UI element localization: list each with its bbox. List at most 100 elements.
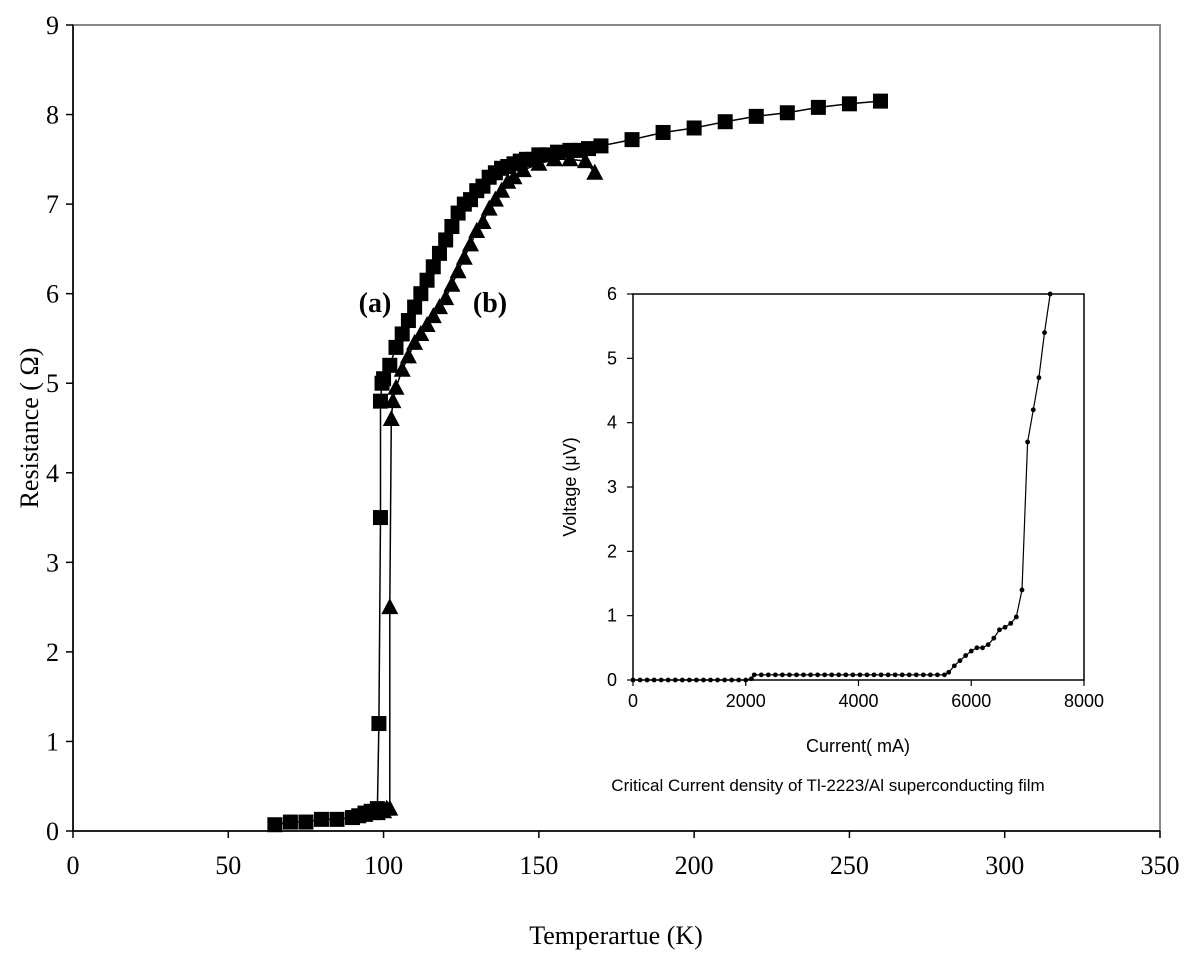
main-series-1-square-marker <box>382 357 398 373</box>
inset-data-point <box>957 658 963 664</box>
main-series-1-square-marker <box>394 326 410 342</box>
inset-data-point <box>892 672 898 678</box>
inset-data-point <box>1030 407 1036 413</box>
inset-x-tick-label: 4000 <box>838 691 878 711</box>
main-series-2-triangle-marker <box>474 213 492 229</box>
inset-data-point <box>751 672 757 678</box>
main-series <box>267 93 888 833</box>
main-x-tick-label: 0 <box>67 851 80 880</box>
main-series-1-square-marker <box>810 99 826 115</box>
inset-data-point <box>736 677 742 683</box>
inset-data-point <box>644 677 650 683</box>
inset-data-point <box>974 645 980 651</box>
main-y-tick-label: 8 <box>46 101 59 130</box>
inset-data-point <box>679 677 685 683</box>
inset-data-point <box>899 672 905 678</box>
inset-data-point <box>815 672 821 678</box>
inset-data-point <box>1019 587 1025 593</box>
inset-data-point <box>997 627 1002 633</box>
main-series-2-triangle-marker <box>384 392 402 409</box>
main-series-1-square-marker <box>313 811 329 827</box>
inset-x-tick-label: 8000 <box>1064 691 1104 711</box>
main-series-1-square-marker <box>444 219 460 234</box>
main-series-2-triangle-marker <box>545 150 563 167</box>
inset-caption: Critical Current density of Tl-2223/Al s… <box>611 776 1044 795</box>
main-series-1-square-marker <box>371 716 387 732</box>
main-series-1-square-marker <box>872 93 888 109</box>
inset-data-point <box>864 672 870 678</box>
inset-data-point <box>729 677 735 683</box>
inset-data-point <box>1008 620 1014 626</box>
inset-data-point <box>722 677 728 683</box>
inset-data-point <box>985 642 991 648</box>
main-series-1-square-marker <box>779 105 795 121</box>
inset-series <box>630 291 1053 683</box>
main-series-2-triangle-marker <box>449 262 467 279</box>
main-series-2-triangle-marker <box>530 154 548 171</box>
inset-data-point <box>701 677 706 683</box>
main-series-2-triangle-marker <box>493 181 511 198</box>
annotation-a: (a) <box>359 288 392 319</box>
inset-data-point <box>963 653 969 658</box>
inset-data-point <box>630 677 636 683</box>
inset-data-point <box>787 672 792 678</box>
inset-y-tick-label: 5 <box>607 348 617 368</box>
inset-data-point <box>694 677 699 683</box>
main-y-tick-label: 9 <box>46 11 59 40</box>
main-y-tick-label: 0 <box>46 817 59 846</box>
inset-data-point <box>1042 330 1047 335</box>
inset-data-point <box>715 677 720 683</box>
inset-data-point <box>906 672 912 678</box>
inset-data-point <box>913 672 919 678</box>
inset-data-point <box>665 677 671 683</box>
main-series-2-triangle-marker <box>514 161 532 178</box>
main-x-tick-label: 150 <box>519 851 558 880</box>
main-x-tick-label: 200 <box>675 851 714 880</box>
main-series-2-triangle-marker <box>382 410 400 426</box>
inset-data-point <box>850 672 856 678</box>
main-x-tick-label: 300 <box>985 851 1024 880</box>
inset-y-tick-label: 1 <box>607 606 617 626</box>
inset-y-tick-label: 0 <box>607 670 617 690</box>
main-series-2-triangle-marker <box>393 360 411 377</box>
inset-data-point <box>822 672 828 678</box>
inset-data-point <box>779 672 785 678</box>
main-series-2-triangle-marker <box>480 199 498 216</box>
inset-data-point <box>651 677 657 683</box>
main-y-tick-label: 7 <box>46 190 59 219</box>
inset-data-point <box>772 672 778 678</box>
main-series-1-square-marker <box>388 339 404 355</box>
main-series-2-triangle-marker <box>561 150 579 167</box>
inset-y-tick-label: 3 <box>607 477 617 497</box>
main-y-tick-label: 6 <box>46 280 59 309</box>
main-x-tick-label: 100 <box>364 851 403 880</box>
inset-x-axis-label: Current( mA) <box>806 736 910 756</box>
inset-data-point <box>836 672 842 678</box>
main-y-tick-label: 5 <box>46 369 59 398</box>
main-series-1-square-marker <box>748 108 764 124</box>
inset-data-point <box>1002 624 1008 630</box>
inset-data-point <box>801 672 806 678</box>
inset-data-point <box>951 663 957 669</box>
main-y-tick-label: 2 <box>46 638 59 667</box>
inset-data-point <box>942 672 947 678</box>
main-x-tick-label: 250 <box>830 851 869 880</box>
annotation-b: (b) <box>473 288 507 319</box>
inset-data-point <box>829 672 835 678</box>
main-series-1-square-marker <box>372 510 388 526</box>
main-series-1-square-marker <box>407 299 423 315</box>
main-series-2-triangle-marker <box>381 799 399 816</box>
inset-data-point <box>871 672 877 678</box>
main-y-tick-label: 4 <box>46 459 59 488</box>
main-series-2-triangle-marker <box>443 275 461 292</box>
inset-y-tick-label: 2 <box>607 541 617 561</box>
main-y-axis-label: Resistance ( Ω) <box>15 348 44 509</box>
main-series-1-square-marker <box>376 371 392 387</box>
inset-plot-area <box>632 293 1085 681</box>
inset-data-point <box>1036 375 1042 381</box>
main-series-1-square-marker <box>419 272 435 288</box>
main-series-1-square-marker <box>400 313 416 329</box>
main-series-2-triangle-marker <box>387 378 405 395</box>
